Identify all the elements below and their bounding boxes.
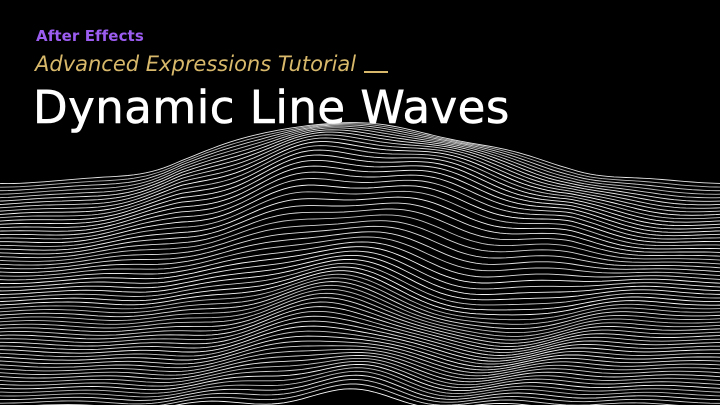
subtitle: Advanced Expressions Tutorial [35, 51, 356, 77]
wave-line [0, 331, 720, 364]
wave-line [0, 142, 720, 216]
page-title: Dynamic Line Waves [33, 80, 510, 136]
subtitle-underline-dash [364, 71, 388, 73]
wave-line [0, 278, 720, 324]
wave-line [0, 375, 720, 400]
subtitle-row: Advanced Expressions Tutorial [35, 51, 388, 77]
brand-label: After Effects [36, 27, 144, 45]
wave-line [0, 251, 720, 289]
wave-line [0, 138, 720, 212]
wave-line [0, 289, 720, 336]
wave-line [0, 150, 720, 222]
